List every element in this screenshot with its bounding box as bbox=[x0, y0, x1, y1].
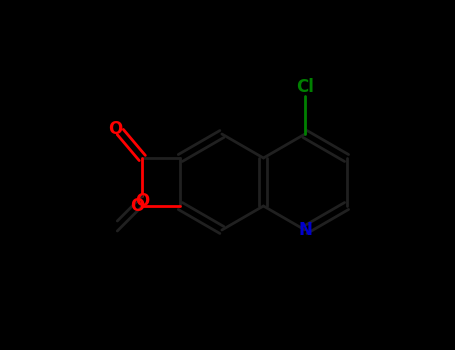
Text: O: O bbox=[130, 197, 144, 215]
Text: O: O bbox=[135, 192, 149, 210]
Text: O: O bbox=[108, 120, 122, 138]
Text: Cl: Cl bbox=[296, 78, 314, 96]
Text: N: N bbox=[298, 221, 312, 239]
